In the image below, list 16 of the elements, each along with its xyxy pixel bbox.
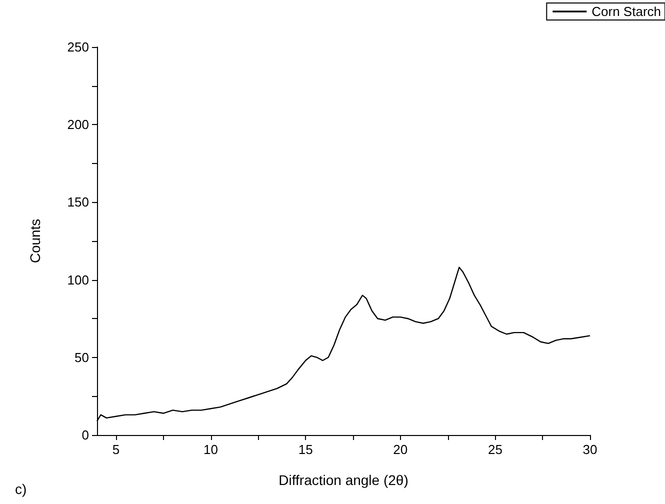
x-tick-label: 10 xyxy=(204,442,218,457)
x-tick-label: 5 xyxy=(112,442,120,457)
y-tick-label: 100 xyxy=(67,272,89,288)
legend-label: Corn Starch xyxy=(592,4,662,19)
y-tick-label: 150 xyxy=(67,194,89,210)
x-tick-label: 15 xyxy=(298,442,313,457)
text: c) xyxy=(15,481,27,497)
y-tick-label: 0 xyxy=(82,428,89,442)
x-tick-label: 25 xyxy=(488,442,502,457)
y-tick-label: 50 xyxy=(74,350,89,365)
y-tick-label: 200 xyxy=(67,117,89,132)
y-tick-label: 250 xyxy=(67,40,89,54)
y-axis-title: Counts xyxy=(27,218,43,264)
x-axis-title: Diffraction angle (2θ) xyxy=(278,472,408,488)
x-tick-label: 20 xyxy=(393,442,408,457)
x-tick-label: 30 xyxy=(582,442,598,457)
